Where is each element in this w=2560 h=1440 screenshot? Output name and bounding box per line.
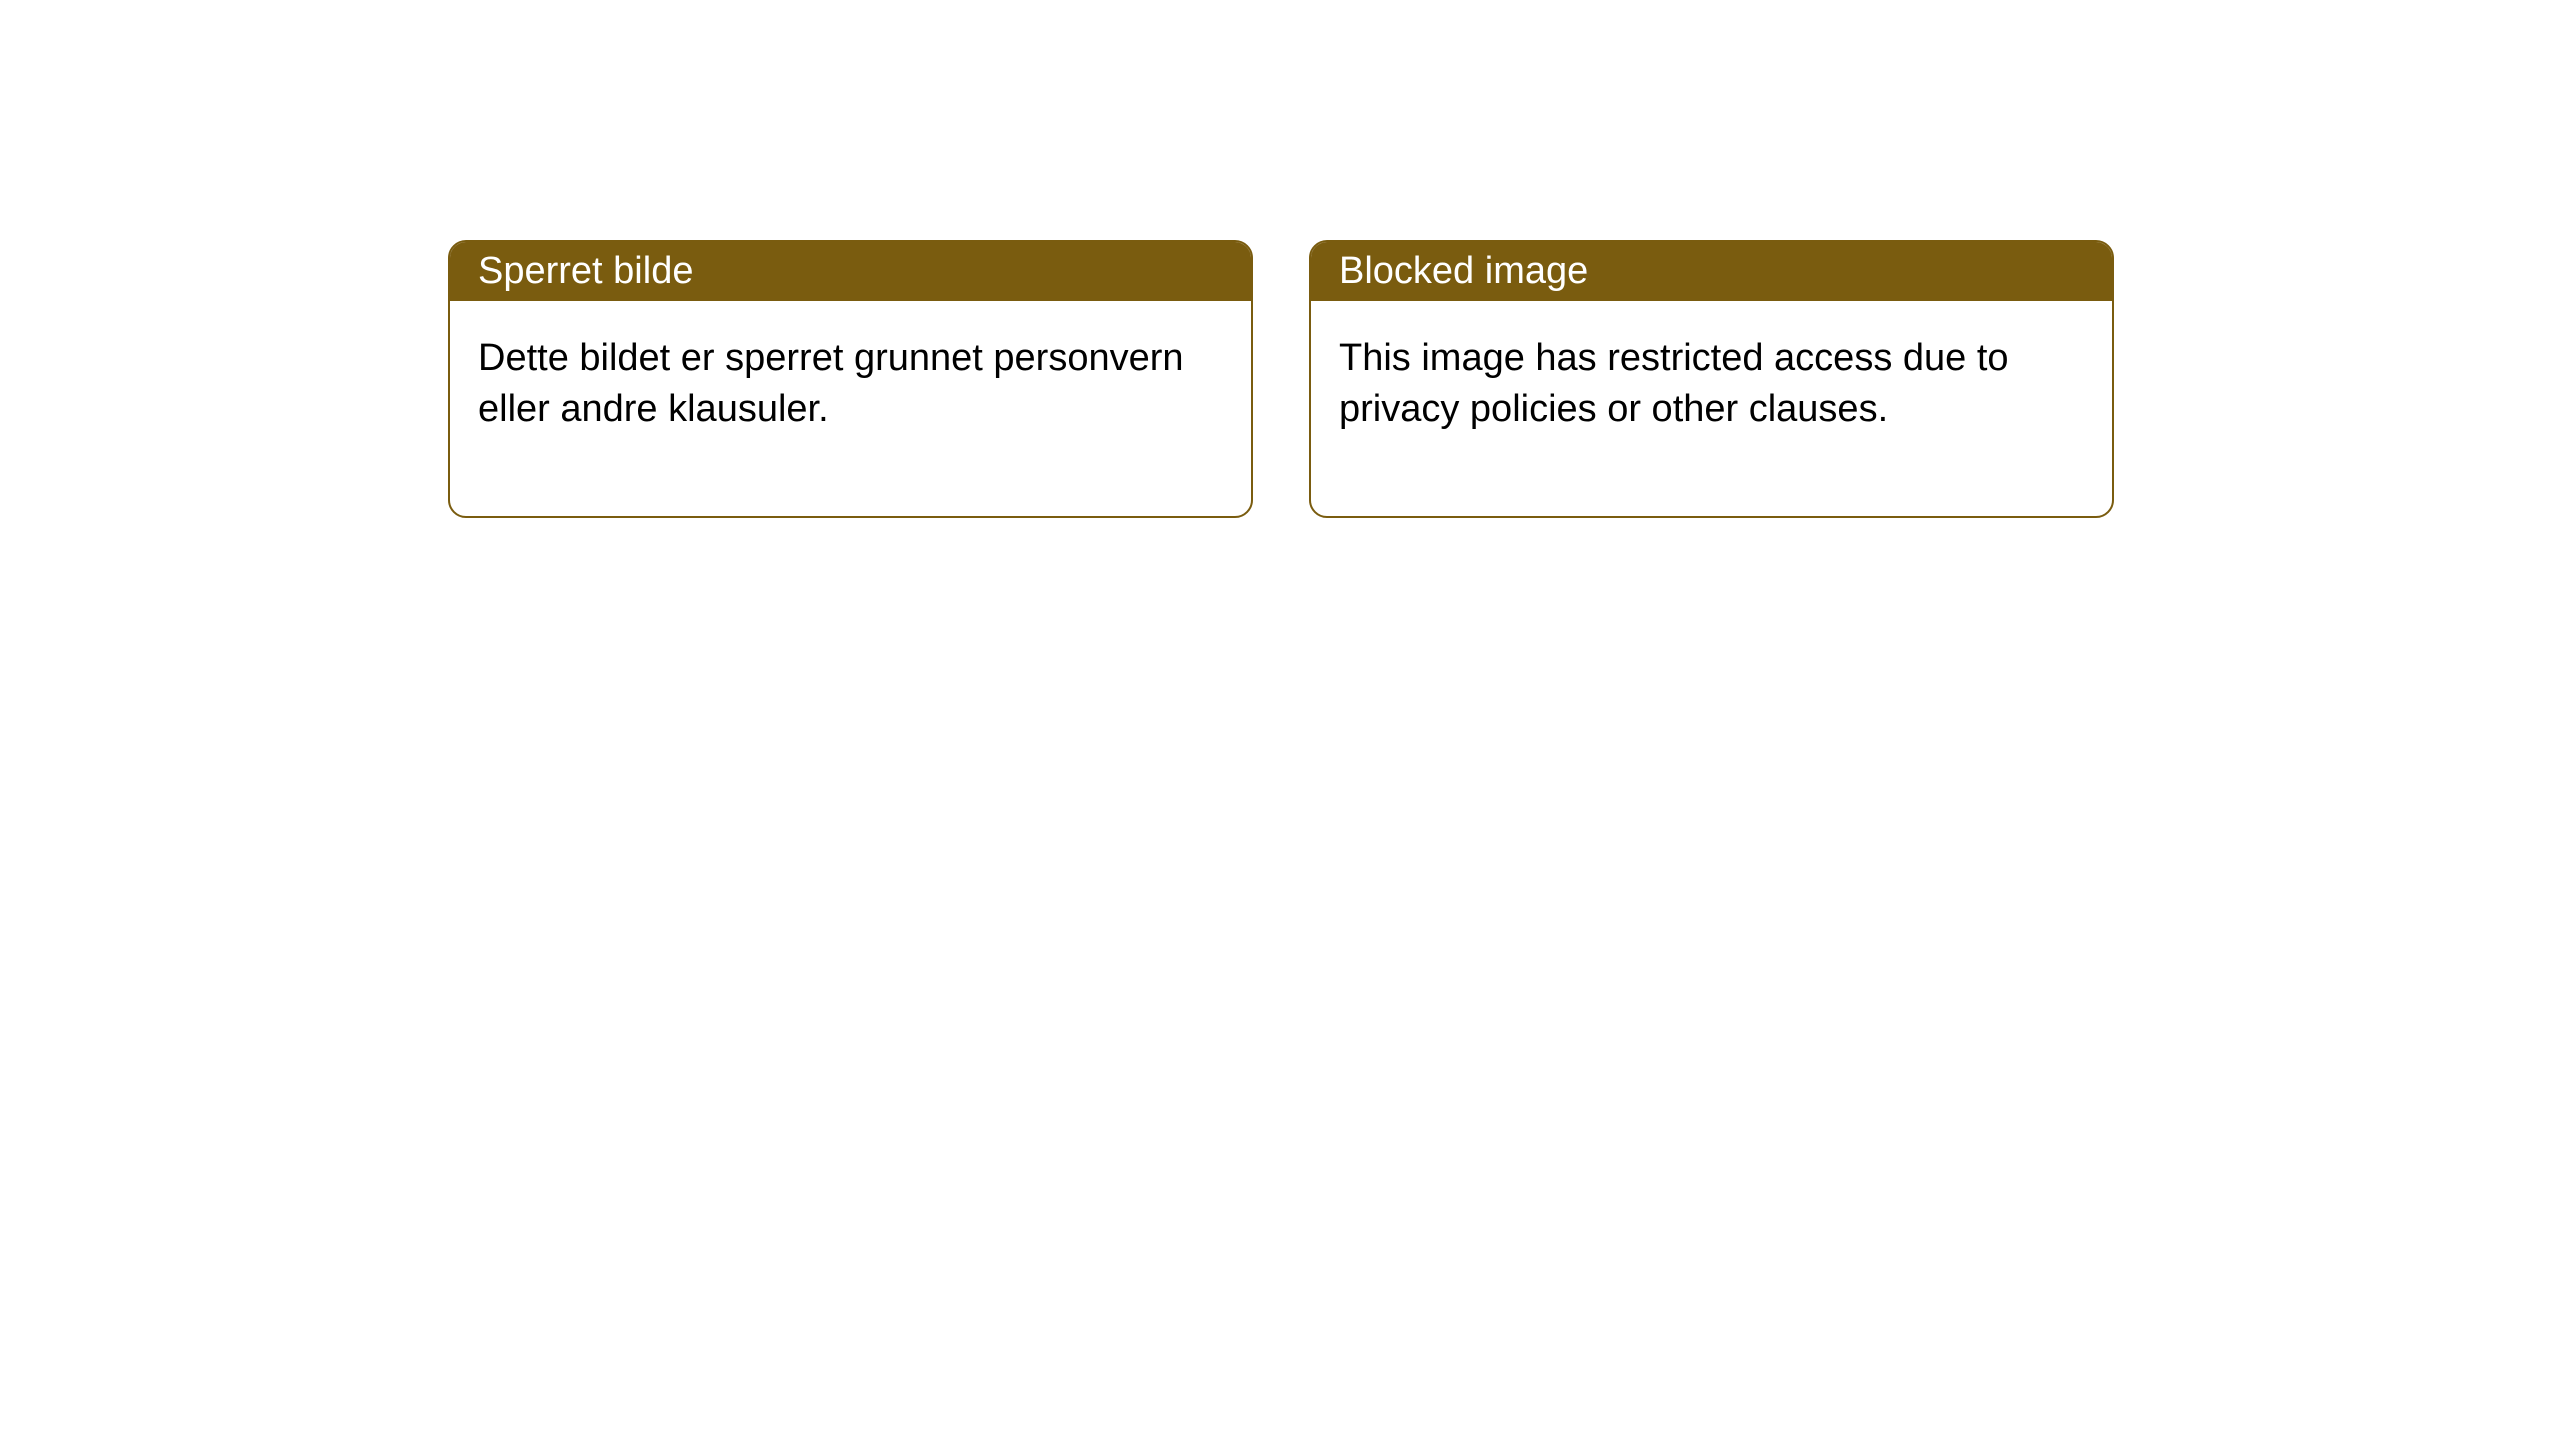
blocked-image-card-no: Sperret bilde Dette bildet er sperret gr…: [448, 240, 1253, 518]
notice-card-row: Sperret bilde Dette bildet er sperret gr…: [0, 0, 2560, 518]
card-title: Sperret bilde: [450, 242, 1251, 301]
blocked-image-card-en: Blocked image This image has restricted …: [1309, 240, 2114, 518]
card-title: Blocked image: [1311, 242, 2112, 301]
card-body: Dette bildet er sperret grunnet personve…: [450, 301, 1251, 516]
card-body: This image has restricted access due to …: [1311, 301, 2112, 516]
